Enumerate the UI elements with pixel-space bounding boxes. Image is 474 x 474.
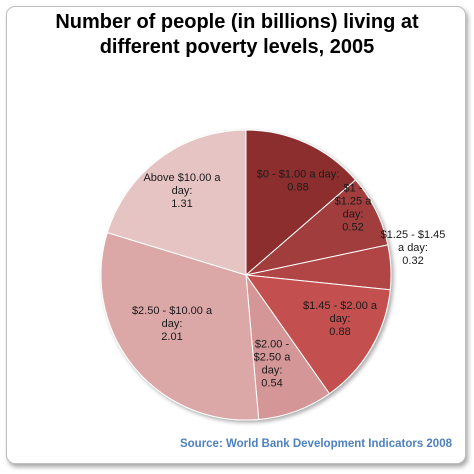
slice-label-line: day:: [343, 209, 364, 221]
slice-label-line: 1.31: [171, 198, 192, 210]
slice-label-1: $1 -$1.25 a day: 0.52: [335, 183, 373, 234]
slice-label-line: 2.01: [161, 331, 182, 343]
slice-label-line: $1.45 - $2.00 a: [303, 300, 378, 312]
slice-label-line: 0.54: [261, 378, 282, 390]
slice-label-line: 0.32: [402, 255, 423, 267]
slice-label-line: day:: [162, 318, 183, 330]
pie-slice-3: [244, 274, 391, 395]
slice-label-line: 0.88: [329, 326, 350, 338]
slice-label-line: $1.25 a: [335, 196, 373, 208]
source-note: Source: World Bank Development Indicator…: [179, 438, 452, 450]
pie-slice-6: [106, 129, 247, 276]
slice-label-line: $1 -: [344, 183, 363, 195]
chart-title-line-1: Number of people (in billions) living at: [55, 11, 419, 33]
pie-slice-0: [245, 129, 357, 277]
slice-label-0: $0 - $1.00 a day: 0.88: [257, 169, 340, 194]
slice-label-line: 0.88: [287, 182, 308, 194]
slice-label-line: day:: [262, 365, 283, 377]
pie-slices: [100, 129, 392, 421]
chart-title: Number of people (in billions) living at…: [0, 10, 474, 60]
chart-title-line-2: different poverty levels, 2005: [99, 36, 375, 58]
slice-label-line: $1.25 - $1.45: [381, 229, 446, 241]
slice-label-5: $2.50 - $10.00 a day: 2.01: [132, 305, 213, 343]
slice-label-line: $2.00 -: [255, 339, 290, 351]
slice-label-line: $2.50 - $10.00 a: [132, 305, 213, 317]
slice-label-line: a day:: [398, 242, 428, 254]
slice-label-line: day:: [330, 313, 351, 325]
slice-label-2: $1.25 - $1.45 a day: 0.32: [381, 229, 446, 267]
slice-label-4: $2.00 -$2.50 a day: 0.54: [254, 339, 292, 390]
slice-label-line: 0.52: [342, 222, 363, 234]
pie-labels: $0 - $1.00 a day: 0.88 $1 -$1.25 a day: 0.52…: [132, 169, 445, 390]
slice-label-3: $1.45 - $2.00 a day: 0.88: [303, 300, 378, 338]
pie-slice-5: [100, 231, 260, 421]
slice-label-line: $2.50 a: [254, 352, 292, 364]
slice-label-line: day:: [172, 185, 193, 197]
slice-label-line: Above $10.00 a: [143, 172, 221, 184]
slice-label-6: Above $10.00 a day: 1.31: [143, 172, 221, 210]
slice-label-line: $0 - $1.00 a day:: [257, 169, 340, 181]
